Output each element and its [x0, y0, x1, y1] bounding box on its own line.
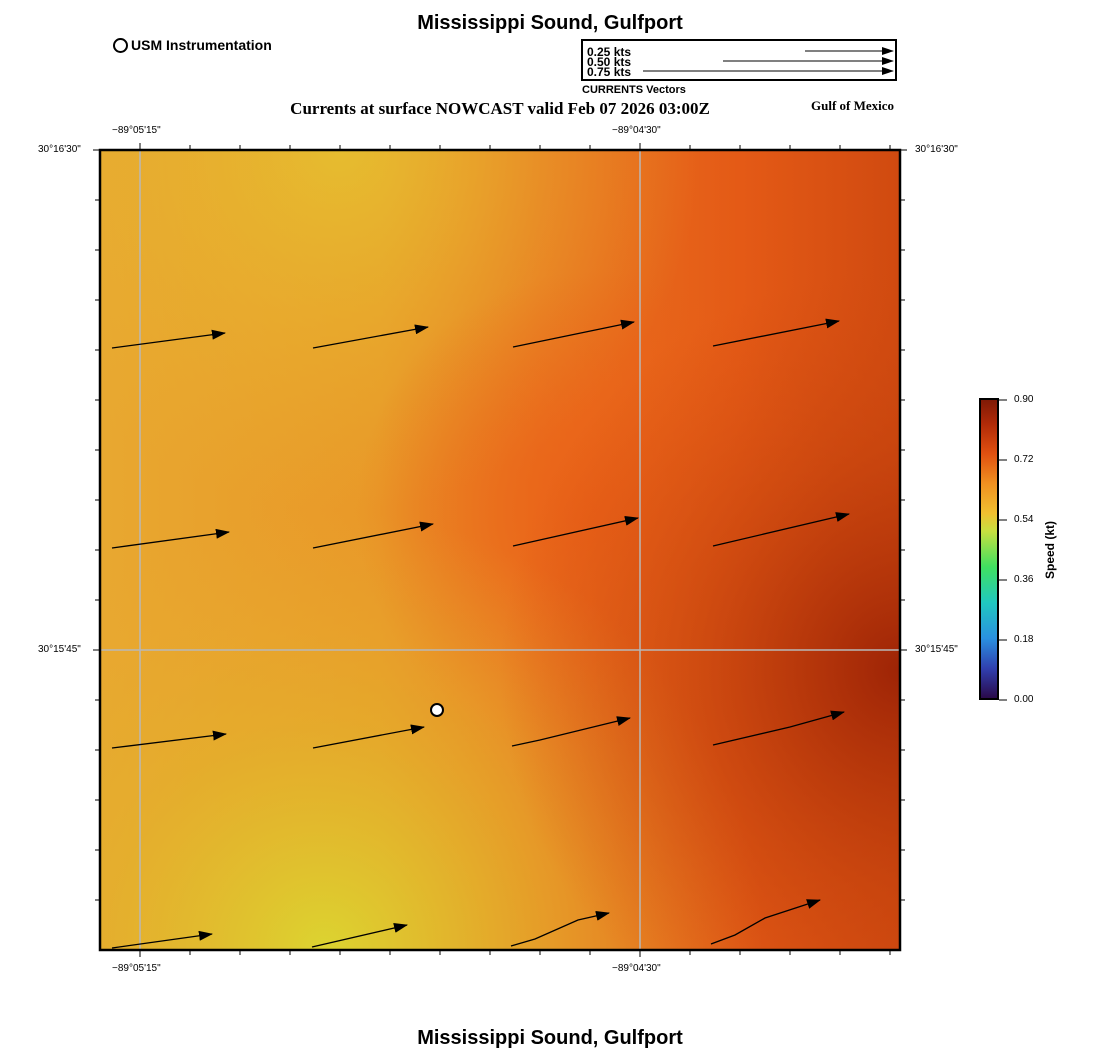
current-vector — [511, 716, 631, 747]
lat-tick-right-2: 30°15'45" — [915, 644, 958, 655]
current-vector — [311, 923, 408, 948]
current-vector — [111, 730, 227, 749]
map-subtitle: Currents at surface NOWCAST valid Feb 07… — [290, 99, 710, 118]
speed-colorbar — [979, 398, 999, 700]
station-legend: USM Instrumentation — [113, 37, 272, 53]
usm-station-marker — [430, 703, 444, 717]
current-vectors — [111, 318, 850, 949]
current-vector — [512, 515, 639, 547]
colorbar-tick-label: 0.36 — [1014, 574, 1034, 585]
lat-tick-left-1: 30°16'30" — [38, 144, 81, 155]
footer-title: Mississippi Sound, Gulfport — [417, 1027, 683, 1049]
graticule — [100, 150, 900, 950]
lon-tick-bottom-2: −89°04'30" — [612, 963, 661, 974]
current-vector — [712, 512, 850, 547]
vector-legend-label-2: 0.50 kts — [587, 55, 632, 69]
current-vector — [312, 521, 434, 549]
current-vector — [111, 528, 230, 549]
speed-field-shade-4 — [100, 150, 900, 950]
current-vector — [312, 324, 429, 349]
colorbar-tick-label: 0.54 — [1014, 514, 1034, 525]
current-vector — [111, 930, 213, 949]
colorbar-tick-label: 0.18 — [1014, 634, 1034, 645]
current-vector — [712, 318, 840, 347]
current-vector — [510, 910, 610, 947]
current-vector — [512, 319, 635, 348]
current-vector — [312, 724, 425, 749]
lon-tick-top-1: −89°05'15" — [112, 125, 161, 136]
vector-legend-box: 0.25 kts 0.50 kts 0.75 kts — [581, 39, 897, 81]
region-label: Gulf of Mexico — [811, 98, 895, 113]
lon-tick-bottom-1: −89°05'15" — [112, 963, 161, 974]
current-vector — [712, 710, 845, 746]
colorbar-tick-label: 0.90 — [1014, 394, 1034, 405]
current-vector — [111, 329, 226, 349]
vector-legend-arrows — [643, 47, 894, 75]
frame-ticks — [93, 143, 907, 957]
station-legend-label: USM Instrumentation — [131, 37, 272, 53]
vector-legend-caption: CURRENTS Vectors — [582, 84, 686, 96]
colorbar-tick-label: 0.00 — [1014, 694, 1034, 705]
vector-legend-label-3: 0.75 kts — [587, 65, 632, 79]
map-title: Mississippi Sound, Gulfport — [417, 12, 683, 34]
current-vector — [710, 899, 821, 945]
colorbar-tick-label: 0.72 — [1014, 454, 1034, 465]
circle-marker-icon — [113, 37, 128, 53]
colorbar-ticks — [999, 399, 1007, 701]
lat-tick-left-2: 30°15'45" — [38, 644, 81, 655]
lon-tick-top-2: −89°04'30" — [612, 125, 661, 136]
lat-tick-right-1: 30°16'30" — [915, 144, 958, 155]
colorbar-title: Speed (kt) — [1043, 520, 1057, 580]
vector-legend-label-1: 0.25 kts — [587, 45, 632, 59]
